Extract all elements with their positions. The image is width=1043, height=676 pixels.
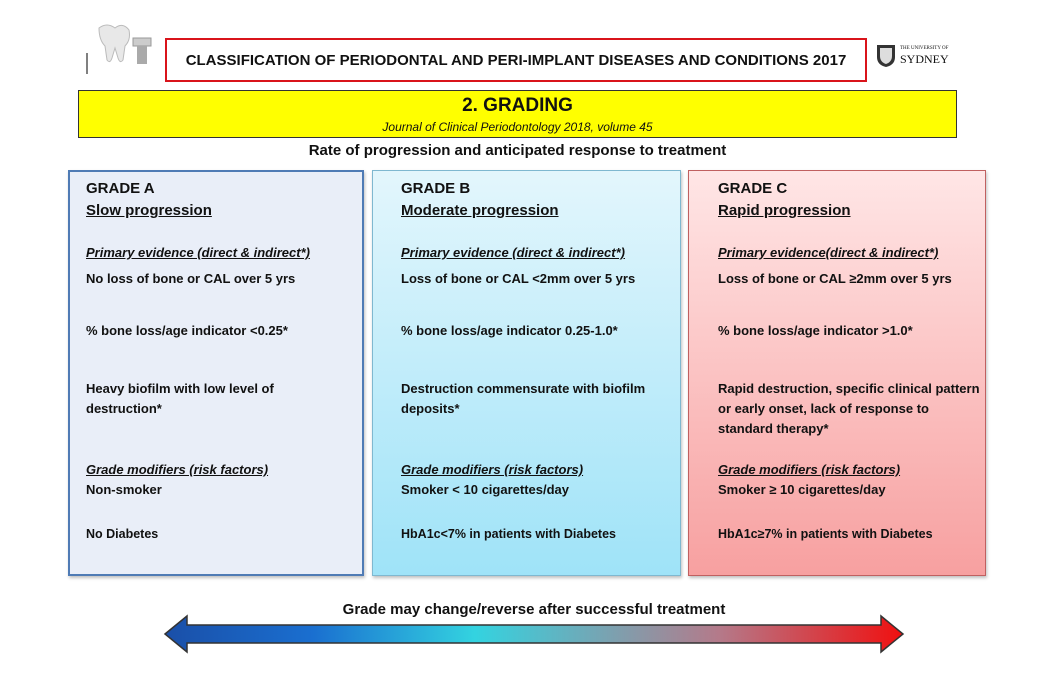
grade-name: Rapid progression bbox=[718, 202, 851, 219]
grade-card bbox=[372, 170, 681, 576]
evidence-heading: Primary evidence (direct & indirect*) bbox=[401, 245, 625, 260]
progress-arrow bbox=[163, 614, 905, 654]
modifiers-heading: Grade modifiers (risk factors) bbox=[401, 462, 584, 477]
grade-card bbox=[688, 170, 986, 576]
modifiers-heading: Grade modifiers (risk factors) bbox=[718, 462, 901, 477]
modifier-item: Smoker < 10 cigarettes/day bbox=[401, 482, 570, 497]
evidence-item: Loss of bone or CAL ≥2mm over 5 yrs bbox=[718, 271, 952, 286]
banner-title: 2. GRADING bbox=[462, 95, 573, 116]
banner bbox=[78, 90, 957, 138]
subtitle: Rate of progression and anticipated resp… bbox=[308, 142, 727, 159]
evidence-item: No loss of bone or CAL over 5 yrs bbox=[86, 271, 296, 286]
modifier-item: Smoker ≥ 10 cigarettes/day bbox=[718, 482, 886, 497]
evidence-item: Destruction commensurate with biofilm de… bbox=[401, 381, 646, 416]
modifiers-heading: Grade modifiers (risk factors) bbox=[86, 462, 269, 477]
grade-name: Moderate progression bbox=[401, 202, 559, 219]
tooth-icon bbox=[86, 24, 152, 74]
modifier-item: HbA1c≥7% in patients with Diabetes bbox=[718, 527, 933, 541]
modifier-item: No Diabetes bbox=[86, 527, 159, 541]
page-title: CLASSIFICATION OF PERIODONTAL AND PERI-I… bbox=[185, 52, 847, 69]
grade-label: GRADE A bbox=[86, 180, 155, 197]
grade-label: GRADE C bbox=[718, 180, 788, 197]
grade-label: GRADE B bbox=[401, 180, 471, 197]
grade-card bbox=[68, 170, 364, 576]
evidence-item: % bone loss/age indicator <0.25* bbox=[86, 323, 288, 338]
evidence-item: Rapid destruction, specific clinical pat… bbox=[718, 381, 980, 436]
evidence-item: Loss of bone or CAL <2mm over 5 yrs bbox=[401, 271, 636, 286]
shield-icon bbox=[877, 45, 895, 67]
evidence-heading: Primary evidence(direct & indirect*) bbox=[718, 245, 939, 260]
evidence-item: % bone loss/age indicator 0.25-1.0* bbox=[401, 323, 618, 338]
evidence-item: Heavy biofilm with low level of destruct… bbox=[86, 381, 274, 416]
evidence-heading: Primary evidence (direct & indirect*) bbox=[86, 245, 310, 260]
evidence-item: % bone loss/age indicator >1.0* bbox=[718, 323, 913, 338]
footer-text: Grade may change/reverse after successfu… bbox=[342, 601, 726, 618]
logo-big: SYDNEY bbox=[900, 52, 949, 66]
modifier-item: HbA1c<7% in patients with Diabetes bbox=[401, 527, 616, 541]
logo-small: THE UNIVERSITY OF bbox=[900, 46, 949, 51]
modifier-item: Non-smoker bbox=[86, 482, 162, 497]
grade-name: Slow progression bbox=[86, 202, 212, 219]
title-box bbox=[165, 38, 867, 82]
banner-subtitle: Journal of Clinical Periodontology 2018,… bbox=[382, 120, 653, 134]
